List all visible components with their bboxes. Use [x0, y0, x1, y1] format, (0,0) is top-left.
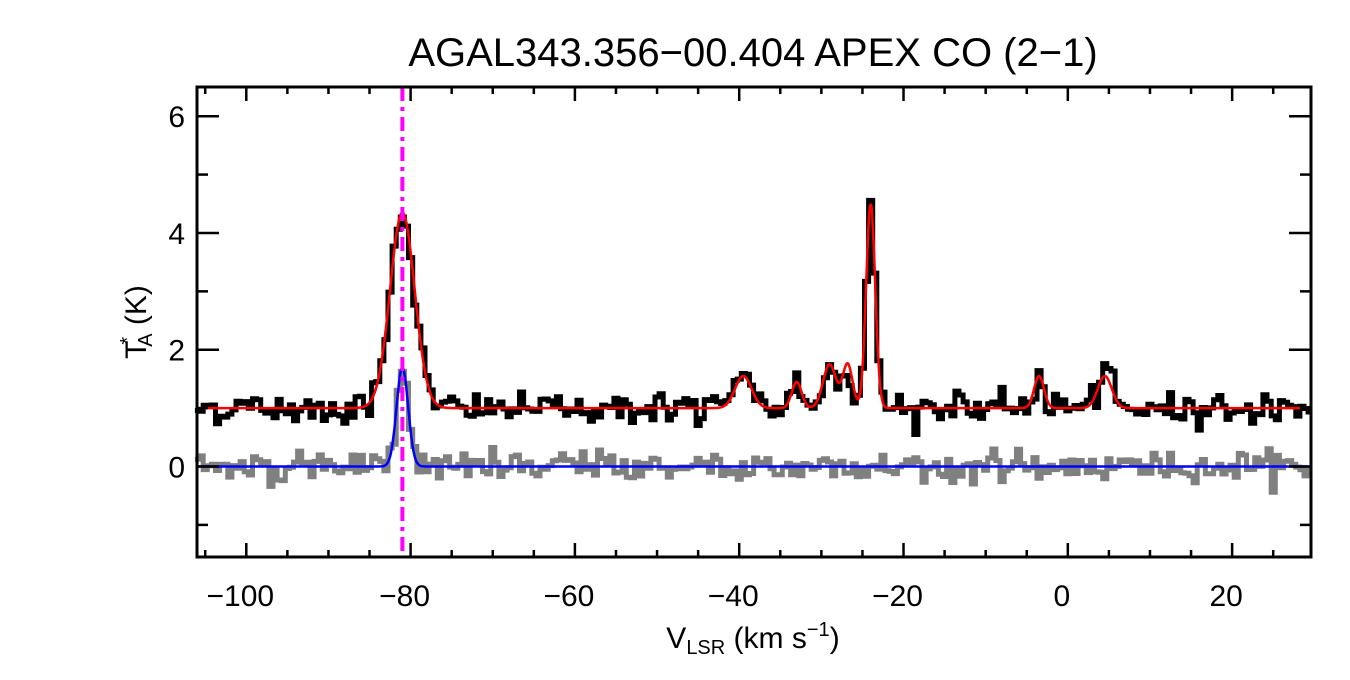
plot-frame: [195, 85, 1313, 559]
x-tick-label: 20: [1209, 580, 1242, 613]
total-fit-line: [197, 203, 1311, 410]
y-tick-label: 6: [168, 101, 185, 134]
x-tick-label: −60: [543, 580, 594, 613]
x-tick-label: 0: [1053, 580, 1070, 613]
chart-title: AGAL343.356−00.404 APEX CO (2−1): [408, 31, 1097, 75]
y-axis-label: T*A (K): [117, 285, 157, 359]
x-axis-label: VLSR (km s−1): [666, 619, 839, 659]
x-tick-label: −40: [708, 580, 759, 613]
component-fit-line: [197, 365, 1311, 468]
y-tick-label: 2: [168, 335, 185, 368]
observed-spectrum: [194, 197, 1313, 437]
x-tick-label: −80: [379, 580, 430, 613]
axes-layer: −100 −80 −60 −40 −20 0 20 0 2 4 6: [168, 85, 1313, 613]
residual-spectrum: [194, 368, 1313, 495]
x-tick-label: −100: [207, 580, 275, 613]
y-tick-label: 0: [168, 452, 185, 485]
x-tick-label: −20: [872, 580, 923, 613]
series-layer: [194, 87, 1313, 557]
y-tick-label: 4: [168, 218, 185, 251]
